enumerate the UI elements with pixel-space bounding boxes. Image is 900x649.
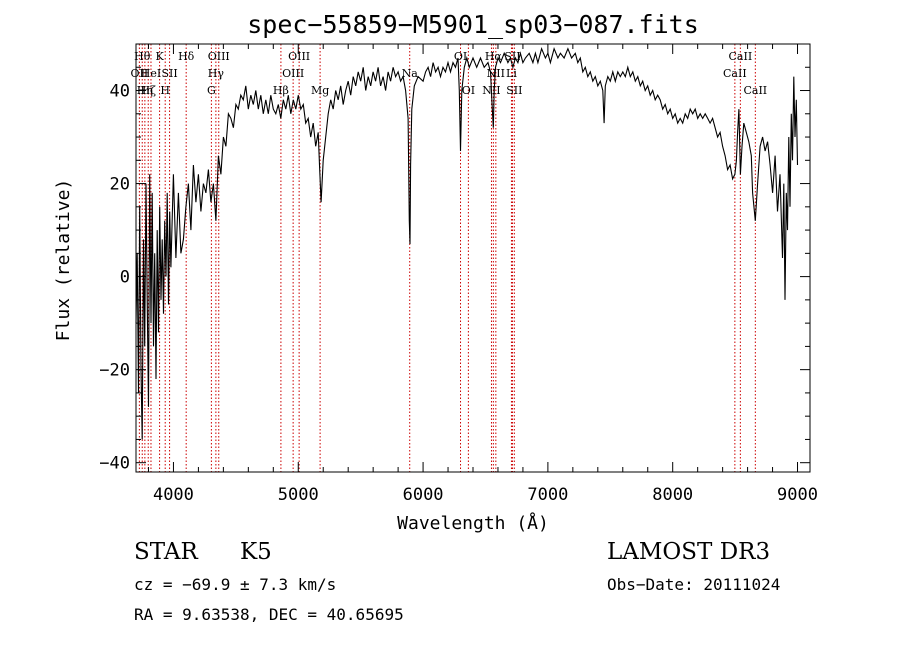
y-tick-label-0: −40 (99, 454, 130, 474)
line-marker-label-14: OIII (288, 50, 310, 63)
line-marker-label-10: Hγ (208, 67, 225, 80)
line-marker-label-4: HeI (141, 67, 161, 80)
y-axis-ticks: −40 −20 0 20 40 (99, 66, 810, 474)
line-marker-label-5: K (155, 50, 164, 63)
line-marker-label-3: Hζ (140, 84, 156, 97)
line-marker-label-18: OI (462, 84, 475, 97)
x-tick-label-1: 5000 (278, 485, 319, 505)
line-marker-label-27: CaII (743, 84, 767, 97)
y-tick-label-2: 0 (120, 268, 130, 288)
y-axis-label: Flux (relative) (53, 179, 74, 342)
x-tick-label-2: 6000 (403, 485, 444, 505)
x-tick-label-5: 9000 (777, 485, 818, 505)
line-marker-label-16: Na (402, 67, 419, 80)
line-marker-label-8: Hδ (178, 50, 195, 63)
line-marker-label-11: OIII (208, 50, 230, 63)
line-marker-label-26: CaII (729, 50, 753, 63)
object-class: STAR (134, 539, 198, 565)
spectral-subclass: K5 (240, 539, 272, 565)
y-tick-label-1: −20 (99, 361, 130, 381)
y-tick-label-4: 40 (110, 82, 130, 102)
x-tick-label-4: 8000 (652, 485, 693, 505)
line-marker-label-6: H (160, 84, 170, 97)
y-tick-label-3: 20 (110, 175, 130, 195)
survey-name: LAMOST DR3 (607, 539, 771, 565)
line-marker-label-1: Hθ (134, 50, 151, 63)
x-tick-label-0: 4000 (153, 485, 194, 505)
line-marker-labels: OIIHθHηHζHeIKHSIIHδGHγOIIIHβOIIIOIIIMgNa… (131, 50, 768, 97)
coordinates: RA = 9.63538, DEC = 40.65695 (134, 605, 404, 624)
line-marker-label-17: OI (454, 50, 467, 63)
line-marker-label-12: Hβ (273, 84, 289, 97)
plot-frame (135, 43, 811, 473)
flux-series-line (135, 46, 799, 440)
redshift-cz: cz = −69.9 ± 7.3 km/s (134, 575, 337, 594)
line-marker-label-24: SII (506, 84, 522, 97)
x-axis-ticks: 4000 5000 6000 7000 8000 9000 (147, 44, 818, 505)
line-marker-label-0: OII (131, 67, 149, 80)
line-marker-label-9: G (207, 84, 216, 97)
x-axis-label: Wavelength (Å) (397, 512, 549, 534)
line-marker-label-25: CaII (723, 67, 747, 80)
line-marker-label-13: OIII (282, 67, 304, 80)
chart-title: spec−55859−M5901_sp03−087.fits (247, 10, 699, 39)
line-marker-label-7: SII (161, 67, 177, 80)
line-marker-label-22: Li (506, 67, 517, 80)
observation-date: Obs−Date: 20111024 (607, 575, 781, 594)
line-marker-label-15: Mg (311, 84, 329, 97)
x-tick-label-3: 7000 (527, 485, 568, 505)
